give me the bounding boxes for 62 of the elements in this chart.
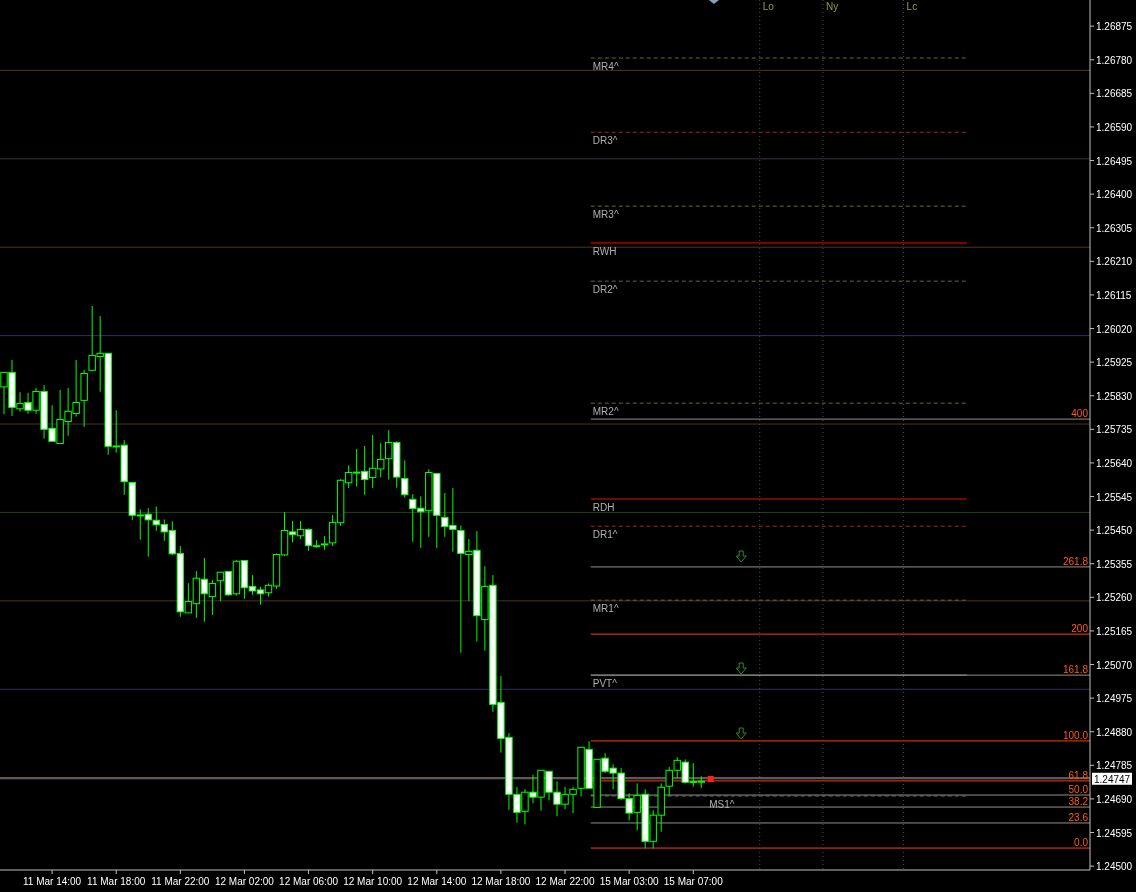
annotation: 0.0 <box>1074 837 1089 849</box>
y-tick-label: 1.25355 <box>1096 558 1133 570</box>
ref-line-label: DR3^ <box>592 135 618 147</box>
y-tick-label: 1.24975 <box>1096 693 1133 705</box>
y-tick-label: 1.26875 <box>1096 21 1133 33</box>
y-tick-label: 1.25640 <box>1096 457 1133 469</box>
annotation: 261.8 <box>1062 555 1089 567</box>
annotation: Ny <box>825 1 839 12</box>
y-tick-label: 1.26400 <box>1096 189 1133 201</box>
annotation: 161.8 <box>1062 664 1089 676</box>
y-tick-label: 1.24595 <box>1096 827 1133 839</box>
y-tick-label: 1.25070 <box>1096 659 1133 671</box>
y-tick-label: 1.26590 <box>1096 121 1133 133</box>
y-tick-label: 1.25545 <box>1096 491 1133 503</box>
y-tick-label: 1.24500 <box>1096 861 1133 873</box>
ref-line-label: PVT^ <box>592 678 618 690</box>
ref-line-label: 1.24747 <box>1094 773 1131 785</box>
ref-line-label: MR3^ <box>592 209 619 221</box>
ref-line-label: RDH <box>592 502 615 514</box>
annotation: 23.6 <box>1068 811 1089 823</box>
x-tick-label: 11 Mar 14:00 <box>23 876 82 887</box>
x-tick-label: 12 Mar 02:00 <box>214 876 275 887</box>
x-tick-label: 11 Mar 22:00 <box>151 876 210 887</box>
y-tick-label: 1.26495 <box>1096 155 1133 167</box>
x-tick-label: 12 Mar 22:00 <box>535 876 595 887</box>
annotation: 61.8 <box>1068 769 1089 781</box>
x-tick-label: 12 Mar 14:00 <box>407 876 467 887</box>
y-tick-label: 1.26305 <box>1096 222 1133 234</box>
ref-line-label: MR4^ <box>592 61 619 72</box>
x-tick-label: 12 Mar 10:00 <box>343 876 403 887</box>
y-tick-label: 1.26780 <box>1096 54 1133 66</box>
x-tick-label: 11 Mar 18:00 <box>87 876 146 887</box>
y-tick-label: 1.24690 <box>1096 793 1133 805</box>
ref-line-label: DR2^ <box>592 284 618 296</box>
annotation: Lc <box>906 1 918 12</box>
y-tick-label: 1.25735 <box>1096 424 1133 436</box>
y-tick-label: 1.25830 <box>1096 390 1133 402</box>
y-tick-label: 1.25450 <box>1096 525 1133 537</box>
annotation: 100.0 <box>1062 729 1089 741</box>
y-tick-label: 1.26020 <box>1096 323 1133 335</box>
annotation: Lo <box>762 1 775 12</box>
annotation: 38.2 <box>1068 796 1089 808</box>
ref-line-label: MR2^ <box>592 406 619 418</box>
y-tick-label: 1.24785 <box>1096 760 1133 772</box>
x-tick-label: 12 Mar 06:00 <box>279 876 339 887</box>
x-tick-label: 12 Mar 18:00 <box>471 876 531 887</box>
y-tick-label: 1.26685 <box>1096 88 1133 100</box>
y-tick-label: 1.25260 <box>1096 592 1133 604</box>
y-tick-label: 1.25165 <box>1096 625 1133 637</box>
ref-line-label: DR1^ <box>592 529 618 541</box>
y-tick-label: 1.24880 <box>1096 726 1133 738</box>
ref-line-label: RWH <box>592 245 617 257</box>
annotation: 50.0 <box>1068 784 1089 796</box>
y-tick-label: 1.26115 <box>1096 289 1132 301</box>
annotation: 200 <box>1071 623 1089 635</box>
ref-line-label: MS1^ <box>709 799 735 811</box>
ref-line-label: MR1^ <box>592 603 619 615</box>
x-tick-label: 15 Mar 07:00 <box>663 876 724 887</box>
x-tick-label: 15 Mar 03:00 <box>599 876 660 887</box>
y-tick-label: 1.26210 <box>1096 256 1133 268</box>
y-tick-label: 1.25925 <box>1096 357 1133 369</box>
annotation: 400 <box>1071 408 1089 420</box>
